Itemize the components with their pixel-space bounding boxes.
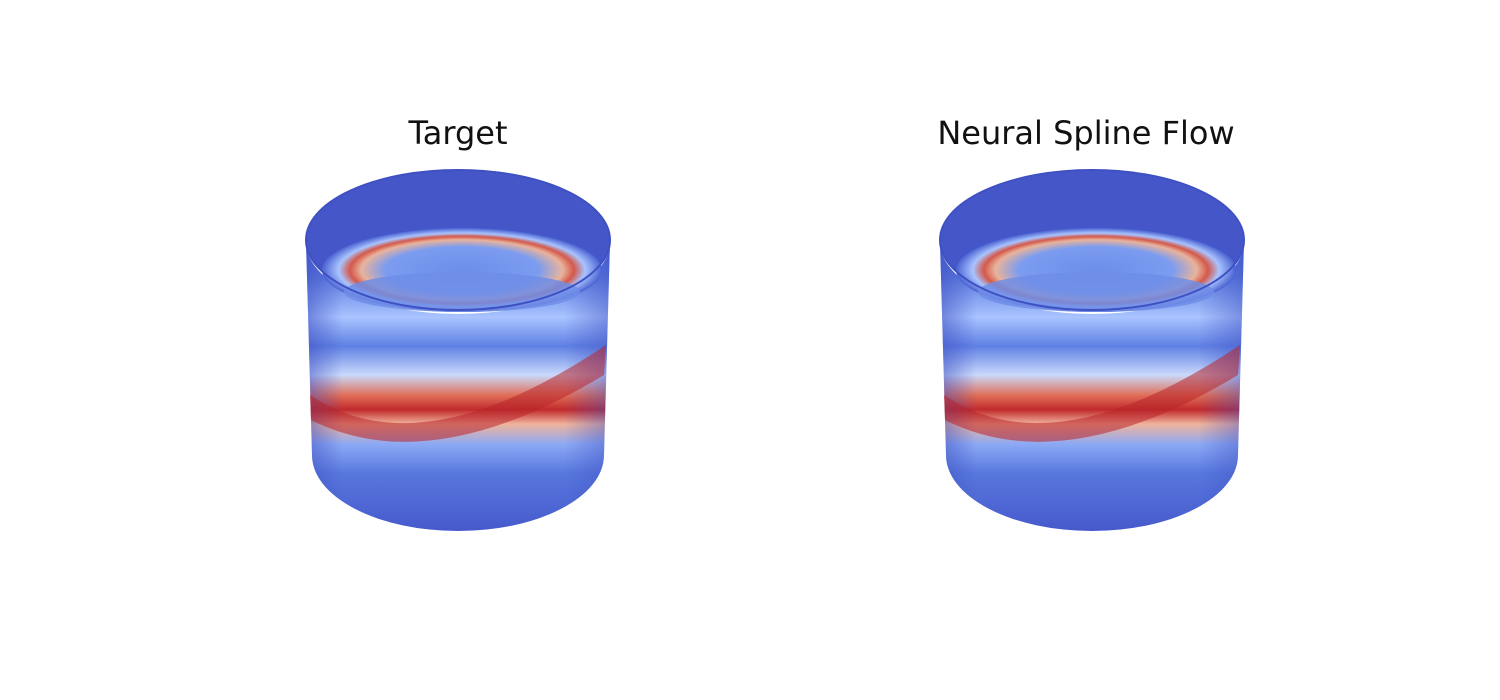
cylinder-plot [305,169,611,531]
panel-target: Target [305,114,611,531]
cylinder-plot [939,169,1245,531]
panel-title: Neural Spline Flow [937,114,1235,152]
panel-title: Target [408,114,508,152]
red-band [310,345,606,442]
red-band [944,345,1240,442]
panel-neural-spline-flow: Neural Spline Flow [634,0,1384,700]
